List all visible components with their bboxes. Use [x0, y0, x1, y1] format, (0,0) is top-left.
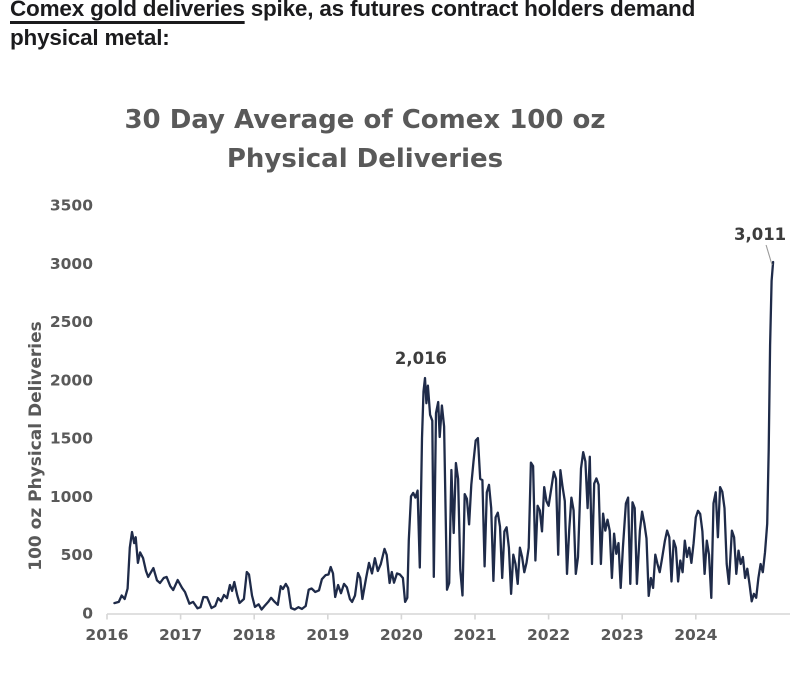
- peak-annotation: 3,011: [734, 225, 786, 244]
- x-tick-label: 2017: [159, 626, 202, 644]
- y-tick-label: 1500: [50, 430, 93, 448]
- annotation-leader-line: [765, 244, 773, 266]
- y-tick-label: 3500: [50, 197, 93, 215]
- peak-annotation: 2,016: [395, 349, 447, 368]
- y-tick-label: 0: [82, 605, 93, 623]
- x-tick-label: 2021: [453, 626, 496, 644]
- x-tick-label: 2020: [380, 626, 423, 644]
- x-tick-label: 2018: [233, 626, 276, 644]
- x-tick-label: 2019: [306, 626, 349, 644]
- y-axis-title: 100 oz Physical Deliveries: [26, 321, 46, 571]
- y-tick-label: 2000: [50, 371, 93, 389]
- comex-gold-deliveries-link[interactable]: Comex gold deliveries: [10, 0, 245, 21]
- article-headline: Comex gold deliveries spike, as futures …: [10, 0, 794, 52]
- y-tick-label: 500: [61, 546, 94, 564]
- chart-title: 30 Day Average of Comex 100 oz Physical …: [124, 105, 606, 174]
- x-tick-label: 2022: [527, 626, 570, 644]
- x-tick-label: 2024: [674, 626, 717, 644]
- headline-rest: spike, as futures contract holders deman…: [10, 0, 696, 50]
- x-tick-label: 2016: [85, 626, 128, 644]
- y-tick-label: 2500: [50, 313, 93, 331]
- y-tick-label: 1000: [50, 488, 93, 506]
- deliveries-series-line: [113, 260, 775, 611]
- x-tick-label: 2023: [601, 626, 644, 644]
- y-tick-label: 3000: [50, 255, 93, 273]
